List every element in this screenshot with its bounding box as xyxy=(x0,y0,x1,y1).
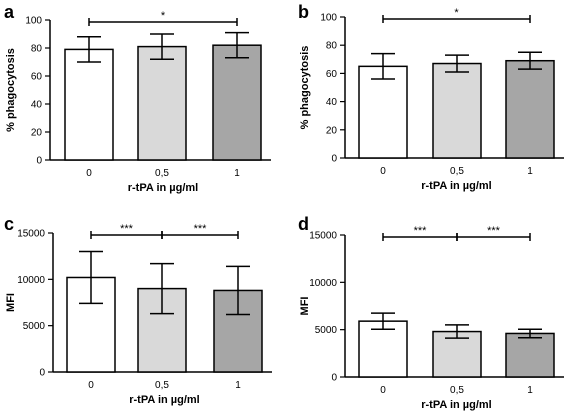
x-tick-label: 0 xyxy=(380,166,386,177)
panel-letter: c xyxy=(4,214,14,234)
bar xyxy=(212,44,262,161)
y-tick-label: 40 xyxy=(326,97,338,108)
y-tick-label: 80 xyxy=(31,44,43,55)
y-tick-label: 0 xyxy=(331,154,337,165)
significance-label: *** xyxy=(194,223,208,235)
y-tick-label: 80 xyxy=(326,41,338,52)
x-tick-label: 0,5 xyxy=(450,385,464,396)
y-axis-title: MFI xyxy=(299,297,311,316)
bar xyxy=(358,65,408,159)
y-tick-label: 0 xyxy=(36,156,42,167)
x-tick-label: 1 xyxy=(527,166,533,177)
x-tick-label: 0 xyxy=(380,385,386,396)
y-axis-title: % phagocytosis xyxy=(299,46,311,130)
y-tick-label: 20 xyxy=(31,128,43,139)
significance-label: *** xyxy=(414,225,428,237)
bar xyxy=(505,332,555,378)
panel-letter: a xyxy=(4,2,15,22)
panel-letter: d xyxy=(298,214,309,234)
x-tick-label: 1 xyxy=(234,168,240,179)
y-tick-label: 5000 xyxy=(315,325,338,336)
y-tick-label: 15000 xyxy=(17,229,45,240)
x-axis-title: r-tPA in µg/ml xyxy=(129,394,200,406)
panel-c: c 0 5000 10000 15000 MFI 0 0,5 1 r-tPA in µg/ml **… xyxy=(4,214,272,406)
y-tick-label: 15000 xyxy=(309,231,337,242)
panel-b: b 0 20 40 60 80 100 % phagocytosis 0 0,5 1 r-tPA in… xyxy=(298,2,564,192)
y-tick-label: 100 xyxy=(320,13,337,24)
y-axis-title: MFI xyxy=(5,293,17,312)
x-tick-label: 0,5 xyxy=(450,166,464,177)
bar xyxy=(64,48,114,161)
significance-label: * xyxy=(161,10,166,22)
bar xyxy=(432,62,482,159)
x-tick-label: 1 xyxy=(527,385,533,396)
y-tick-label: 100 xyxy=(25,16,42,27)
x-axis-title: r-tPA in µg/ml xyxy=(421,180,492,192)
y-tick-label: 5000 xyxy=(23,321,46,332)
y-tick-label: 0 xyxy=(39,368,45,379)
x-axis-title: r-tPA in µg/ml xyxy=(421,399,492,411)
panel-a: a 0 20 40 60 80 100 % phagocytosis 0 0,5 1 r-tPA in… xyxy=(4,2,271,194)
bar xyxy=(358,320,408,378)
y-tick-label: 60 xyxy=(31,72,43,83)
y-tick-label: 60 xyxy=(326,69,338,80)
x-tick-label: 1 xyxy=(235,380,241,391)
significance-label: *** xyxy=(487,225,501,237)
y-tick-label: 20 xyxy=(326,125,338,136)
x-axis-title: r-tPA in µg/ml xyxy=(128,182,199,194)
significance-label: * xyxy=(454,7,459,19)
panel-d: d 0 5000 10000 15000 MFI 0 0,5 1 r-tPA in µg/ml **… xyxy=(298,214,564,411)
panel-letter: b xyxy=(298,2,309,22)
y-tick-label: 0 xyxy=(331,373,337,384)
significance-label: *** xyxy=(120,223,134,235)
x-tick-label: 0,5 xyxy=(155,380,169,391)
y-axis-title: % phagocytosis xyxy=(5,48,17,132)
x-tick-label: 0 xyxy=(88,380,94,391)
y-tick-label: 10000 xyxy=(17,275,45,286)
bar xyxy=(505,59,555,159)
x-tick-label: 0 xyxy=(86,168,92,179)
x-tick-label: 0,5 xyxy=(155,168,169,179)
y-tick-label: 40 xyxy=(31,100,43,111)
bar xyxy=(137,45,187,161)
y-tick-label: 10000 xyxy=(309,278,337,289)
bar xyxy=(432,330,482,378)
